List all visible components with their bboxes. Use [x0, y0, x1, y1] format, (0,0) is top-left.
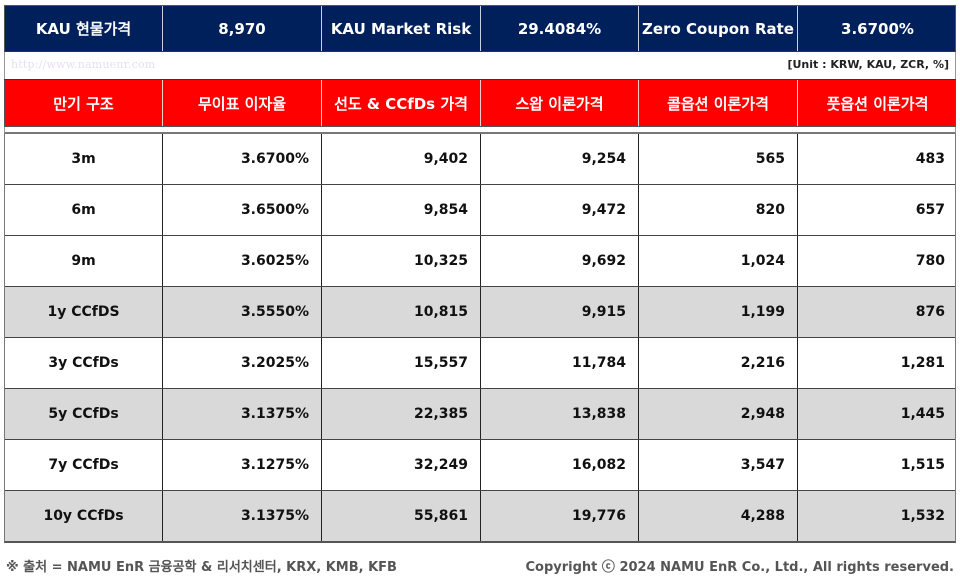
table-row: 1y CCfDS 3.5550% 10,815 9,915 1,199 876	[5, 287, 955, 338]
cell-call-price: 2,948	[639, 389, 798, 439]
unit-note: [Unit : KRW, KAU, ZCR, %]	[787, 58, 949, 71]
cell-swap-price: 13,838	[481, 389, 639, 439]
cell-maturity: 5y CCfDs	[5, 389, 163, 439]
cell-maturity: 6m	[5, 185, 163, 235]
cell-forward-price: 9,402	[322, 134, 481, 184]
unit-row: http://www.namuenr.com [Unit : KRW, KAU,…	[4, 52, 956, 79]
cell-zero-rate: 3.1375%	[163, 389, 322, 439]
table-row: 6m 3.6500% 9,854 9,472 820 657	[5, 185, 955, 236]
table-header: 만기 구조 무이표 이자율 선도 & CCfDs 가격 스왑 이론가격 콜옵션 …	[4, 79, 956, 127]
cell-maturity: 9m	[5, 236, 163, 286]
cell-zero-rate: 3.6700%	[163, 134, 322, 184]
cell-call-price: 820	[639, 185, 798, 235]
zero-coupon-value: 3.6700%	[841, 19, 914, 38]
cell-zero-rate: 3.6500%	[163, 185, 322, 235]
cell-maturity: 3y CCfDs	[5, 338, 163, 388]
header-call-price: 콜옵션 이론가격	[639, 80, 798, 126]
summary-bar: KAU 현물가격 8,970 KAU Market Risk 29.4084% …	[4, 5, 956, 52]
cell-maturity: 1y CCfDS	[5, 287, 163, 337]
cell-forward-price: 55,861	[322, 491, 481, 541]
header-put-price: 풋옵션 이론가격	[826, 94, 929, 113]
zero-coupon-label: Zero Coupon Rate	[639, 6, 798, 51]
cell-call-price: 2,216	[639, 338, 798, 388]
pricing-table-container: KAU 현물가격 8,970 KAU Market Risk 29.4084% …	[4, 5, 956, 543]
cell-call-price: 4,288	[639, 491, 798, 541]
cell-maturity: 10y CCfDs	[5, 491, 163, 541]
cell-swap-price: 9,254	[481, 134, 639, 184]
cell-zero-rate: 3.5550%	[163, 287, 322, 337]
cell-swap-price: 19,776	[481, 491, 639, 541]
cell-zero-rate: 3.6025%	[163, 236, 322, 286]
market-risk-label: KAU Market Risk	[322, 6, 481, 51]
header-zero-rate: 무이표 이자율	[163, 80, 322, 126]
table-row: 5y CCfDs 3.1375% 22,385 13,838 2,948 1,4…	[5, 389, 955, 440]
header-swap-price: 스왑 이론가격	[481, 80, 639, 126]
cell-forward-price: 15,557	[322, 338, 481, 388]
cell-forward-price: 9,854	[322, 185, 481, 235]
cell-zero-rate: 3.1375%	[163, 491, 322, 541]
cell-zero-rate: 3.2025%	[163, 338, 322, 388]
table-row: 3y CCfDs 3.2025% 15,557 11,784 2,216 1,2…	[5, 338, 955, 389]
header-forward-price: 선도 & CCfDs 가격	[322, 80, 481, 126]
cell-forward-price: 10,815	[322, 287, 481, 337]
cell-put-price: 483	[915, 151, 945, 167]
cell-put-price: 1,515	[900, 457, 945, 473]
cell-call-price: 1,024	[639, 236, 798, 286]
watermark: http://www.namuenr.com	[11, 58, 156, 71]
header-maturity: 만기 구조	[5, 80, 163, 126]
cell-maturity: 7y CCfDs	[5, 440, 163, 490]
spot-price-label: KAU 현물가격	[5, 6, 163, 51]
cell-swap-price: 9,472	[481, 185, 639, 235]
cell-call-price: 1,199	[639, 287, 798, 337]
cell-maturity: 3m	[5, 134, 163, 184]
cell-swap-price: 9,692	[481, 236, 639, 286]
cell-put-price: 657	[915, 202, 945, 218]
cell-put-price: 780	[915, 253, 945, 269]
header-spacer	[4, 127, 956, 134]
market-risk-value: 29.4084%	[481, 6, 639, 51]
cell-put-price: 1,532	[900, 508, 945, 524]
table-row: 7y CCfDs 3.1275% 32,249 16,082 3,547 1,5…	[5, 440, 955, 491]
table-row: 3m 3.6700% 9,402 9,254 565 483	[5, 134, 955, 185]
cell-put-price: 1,445	[900, 406, 945, 422]
cell-put-price: 876	[915, 304, 945, 320]
table-row: 10y CCfDs 3.1375% 55,861 19,776 4,288 1,…	[5, 491, 955, 541]
cell-swap-price: 9,915	[481, 287, 639, 337]
cell-swap-price: 11,784	[481, 338, 639, 388]
spot-price-value: 8,970	[163, 6, 322, 51]
cell-put-price: 1,281	[900, 355, 945, 371]
source-note: ※ 출처 = NAMU EnR 금융공학 & 리서치센터, KRX, KMB, …	[6, 560, 397, 575]
cell-forward-price: 32,249	[322, 440, 481, 490]
copyright-note: Copyright ⓒ 2024 NAMU EnR Co., Ltd., All…	[525, 560, 955, 575]
table-row: 9m 3.6025% 10,325 9,692 1,024 780	[5, 236, 955, 287]
cell-call-price: 565	[639, 134, 798, 184]
cell-forward-price: 22,385	[322, 389, 481, 439]
cell-forward-price: 10,325	[322, 236, 481, 286]
cell-zero-rate: 3.1275%	[163, 440, 322, 490]
table-body: 3m 3.6700% 9,402 9,254 565 483 6m 3.6500…	[4, 134, 956, 543]
cell-call-price: 3,547	[639, 440, 798, 490]
cell-swap-price: 16,082	[481, 440, 639, 490]
